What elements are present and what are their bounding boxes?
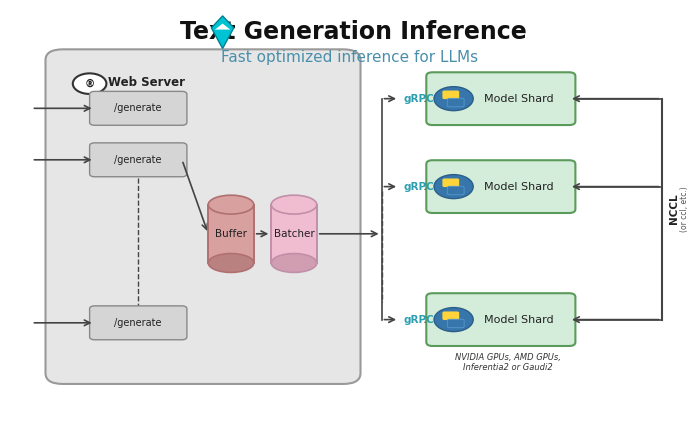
Polygon shape (215, 24, 230, 30)
FancyBboxPatch shape (90, 306, 187, 340)
Text: NCCL: NCCL (669, 194, 679, 224)
Ellipse shape (272, 195, 316, 214)
Text: Batcher: Batcher (274, 229, 314, 239)
FancyBboxPatch shape (442, 178, 459, 187)
Text: gRPC: gRPC (403, 314, 434, 325)
FancyBboxPatch shape (426, 72, 575, 125)
Circle shape (434, 175, 473, 199)
FancyBboxPatch shape (447, 98, 464, 107)
FancyBboxPatch shape (426, 293, 575, 346)
Text: Model Shard: Model Shard (484, 94, 554, 104)
FancyBboxPatch shape (90, 91, 187, 125)
Circle shape (73, 73, 106, 94)
Circle shape (434, 87, 473, 111)
Text: Model Shard: Model Shard (484, 181, 554, 192)
Text: gRPC: gRPC (403, 181, 434, 192)
FancyBboxPatch shape (442, 311, 459, 320)
Polygon shape (211, 16, 234, 48)
Ellipse shape (209, 195, 253, 214)
Text: Buffer: Buffer (215, 229, 247, 239)
Text: Model Shard: Model Shard (484, 314, 554, 325)
FancyBboxPatch shape (46, 49, 360, 384)
FancyBboxPatch shape (447, 319, 464, 328)
Text: (or ccl, etc.): (or ccl, etc.) (680, 186, 689, 232)
Text: ®: ® (85, 79, 95, 89)
FancyBboxPatch shape (442, 91, 459, 99)
FancyBboxPatch shape (90, 143, 187, 177)
Text: /generate: /generate (115, 103, 162, 113)
Text: gRPC: gRPC (403, 94, 434, 104)
Bar (271, 205, 316, 263)
FancyBboxPatch shape (447, 186, 464, 195)
Text: NVIDIA GPUs, AMD GPUs,
Inferentia2 or Gaudi2: NVIDIA GPUs, AMD GPUs, Inferentia2 or Ga… (455, 353, 561, 372)
Text: Text Generation Inference: Text Generation Inference (180, 20, 527, 44)
Bar (209, 205, 253, 263)
Text: /generate: /generate (115, 318, 162, 328)
Text: Fast optimized inference for LLMs: Fast optimized inference for LLMs (221, 51, 479, 65)
Ellipse shape (209, 254, 253, 272)
Ellipse shape (272, 254, 316, 272)
Text: Web Server: Web Server (108, 76, 186, 89)
FancyBboxPatch shape (426, 160, 575, 213)
Text: /generate: /generate (115, 155, 162, 165)
Circle shape (434, 308, 473, 332)
